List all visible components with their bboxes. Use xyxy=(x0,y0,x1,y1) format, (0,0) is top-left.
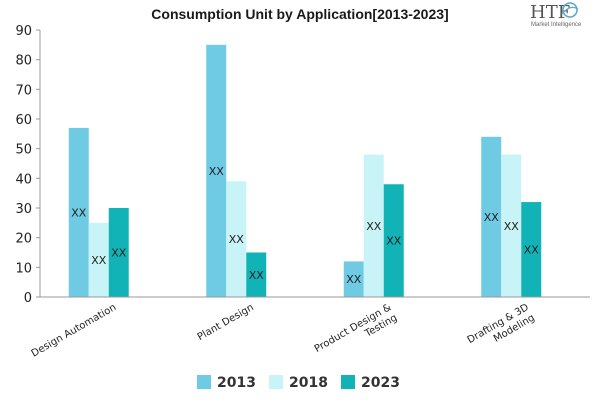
y-tick-label: 90 xyxy=(15,24,32,39)
x-axis: Design Automation Plant Design Product Des… xyxy=(30,296,590,365)
x-category-label-line: Design Automation xyxy=(30,302,119,360)
y-tick-label: 30 xyxy=(15,202,32,217)
y-tick-label: 20 xyxy=(15,232,32,247)
bar-2023 xyxy=(383,184,404,297)
legend-swatch-2023 xyxy=(341,375,355,389)
chart-title: Consumption Unit by Application[2013-202… xyxy=(151,6,448,22)
legend-swatch-2013 xyxy=(197,375,211,389)
legend-label-2018: 2018 xyxy=(289,375,328,391)
bar-data-label: XX xyxy=(386,235,402,248)
bar-data-label: XX xyxy=(91,254,107,267)
y-tick-label: 10 xyxy=(15,261,32,276)
logo-tagline: Market Intelligence xyxy=(531,22,582,28)
y-tick-label: 0 xyxy=(24,291,32,306)
x-category-label: Product Design &Testing xyxy=(313,302,400,365)
logo-swoosh-icon xyxy=(561,6,579,15)
legend-swatch-2018 xyxy=(269,375,283,389)
bar-2018 xyxy=(501,154,522,297)
bar-2023 xyxy=(246,252,267,297)
bar-2023 xyxy=(521,202,542,297)
htf-logo: HTF Market Intelligence xyxy=(530,2,582,28)
y-axis: 0 10 20 30 40 50 60 70 80 90 xyxy=(15,24,41,306)
y-tick-label: 60 xyxy=(15,113,32,128)
bar-data-label: XX xyxy=(249,269,265,282)
legend: 2013 2018 2023 xyxy=(197,375,400,391)
x-category-label: Design Automation xyxy=(30,302,119,360)
bar-data-label: XX xyxy=(229,233,245,246)
legend-label-2013: 2013 xyxy=(217,375,256,391)
bar-data-label: XX xyxy=(504,220,520,233)
y-tick-label: 40 xyxy=(15,172,32,187)
bar-data-label: XX xyxy=(111,247,127,260)
bar-data-label: XX xyxy=(484,211,500,224)
bar-2018 xyxy=(226,181,247,297)
bar-data-label: XX xyxy=(524,244,540,257)
bar-2013 xyxy=(206,44,227,298)
bar-2013 xyxy=(481,136,502,297)
bar-2018 xyxy=(363,154,384,297)
x-category-label: Plant Design xyxy=(196,302,256,343)
bar-area: XX XX XX XX XX XX XX XX XX XX XX XX xyxy=(68,44,542,298)
y-tick-label: 80 xyxy=(15,54,32,69)
bar-2013 xyxy=(343,261,364,297)
bar-data-label: XX xyxy=(71,206,87,219)
logo-globe-icon xyxy=(562,2,578,18)
bar-2013 xyxy=(68,127,89,298)
bar-data-label: XX xyxy=(366,220,382,233)
bar-2018 xyxy=(88,222,109,297)
bar-data-label: XX xyxy=(346,273,362,286)
x-category-label-line: Plant Design xyxy=(196,302,256,343)
legend-label-2023: 2023 xyxy=(361,375,400,391)
x-category-label: Drafting & 3DModeling xyxy=(466,302,537,357)
logo-text: HTF xyxy=(530,2,570,23)
y-tick-label: 70 xyxy=(15,83,32,98)
bar-2023 xyxy=(108,208,129,297)
y-tick-label: 50 xyxy=(15,143,32,158)
bar-data-label: XX xyxy=(209,165,225,178)
